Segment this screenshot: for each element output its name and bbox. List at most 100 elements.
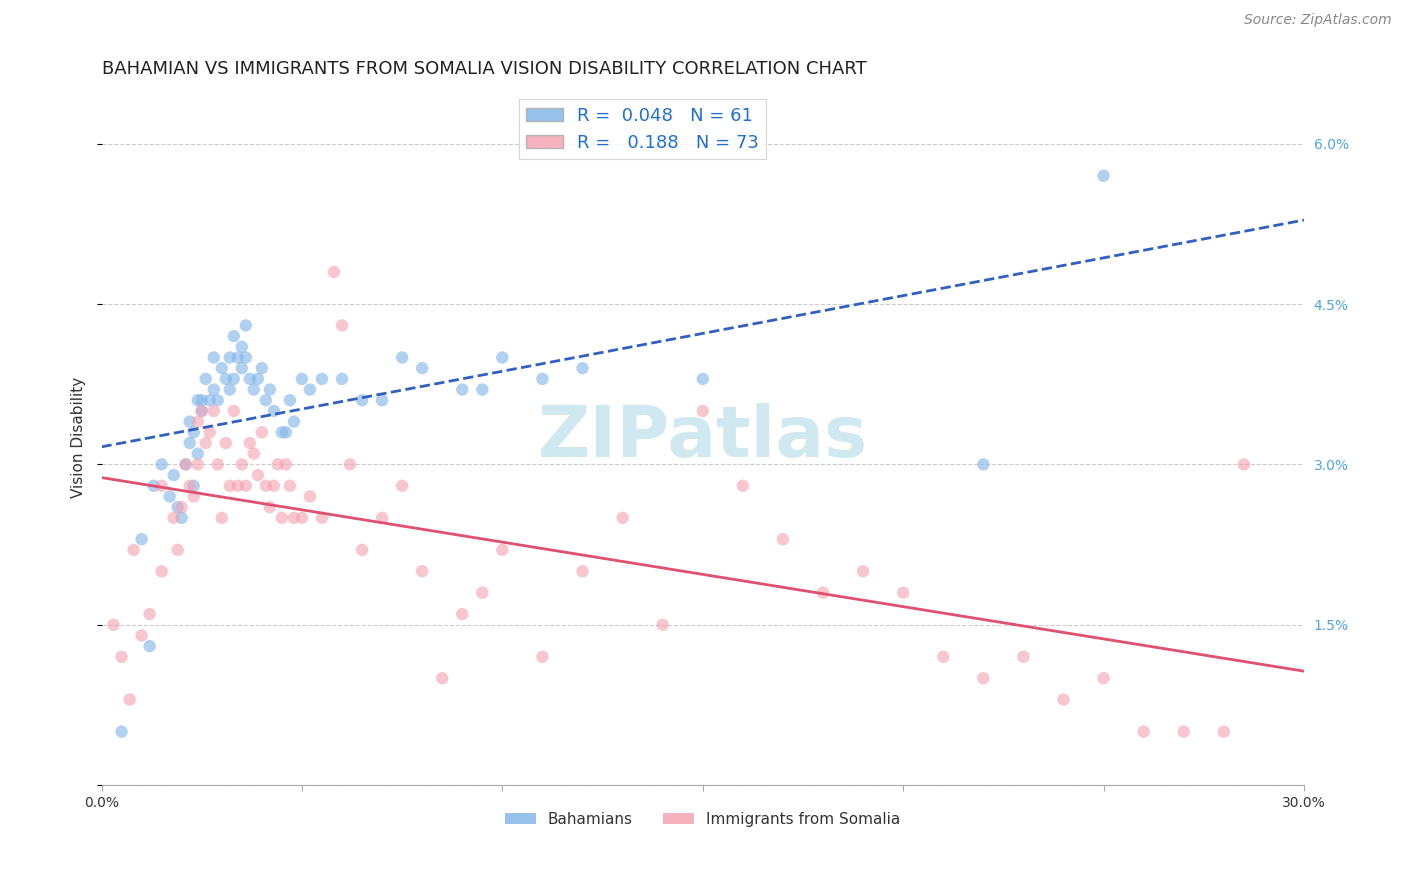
Point — [391, 351, 413, 365]
Point — [183, 425, 205, 440]
Point — [692, 404, 714, 418]
Point — [270, 425, 292, 440]
Point — [1092, 671, 1115, 685]
Point — [254, 479, 277, 493]
Point — [163, 511, 186, 525]
Point — [263, 479, 285, 493]
Point — [270, 511, 292, 525]
Point — [103, 617, 125, 632]
Point — [166, 543, 188, 558]
Point — [411, 564, 433, 578]
Point — [1132, 724, 1154, 739]
Point — [254, 393, 277, 408]
Point — [651, 617, 673, 632]
Point — [159, 490, 181, 504]
Point — [183, 479, 205, 493]
Point — [267, 458, 290, 472]
Point — [411, 361, 433, 376]
Point — [432, 671, 454, 685]
Point — [330, 318, 353, 333]
Point — [231, 458, 253, 472]
Point — [451, 607, 474, 621]
Point — [131, 628, 153, 642]
Point — [1052, 692, 1074, 706]
Point — [211, 361, 233, 376]
Point — [298, 383, 321, 397]
Point — [215, 372, 238, 386]
Text: Source: ZipAtlas.com: Source: ZipAtlas.com — [1244, 13, 1392, 28]
Point — [170, 500, 193, 515]
Point — [239, 372, 262, 386]
Point — [371, 511, 394, 525]
Point — [772, 533, 794, 547]
Point — [274, 425, 297, 440]
Point — [250, 425, 273, 440]
Point — [972, 671, 994, 685]
Point — [235, 351, 257, 365]
Point — [246, 468, 269, 483]
Point — [491, 543, 513, 558]
Point — [811, 585, 834, 599]
Point — [163, 468, 186, 483]
Point — [571, 361, 593, 376]
Point — [250, 361, 273, 376]
Point — [110, 724, 132, 739]
Y-axis label: Vision Disability: Vision Disability — [72, 377, 86, 499]
Point — [278, 479, 301, 493]
Point — [218, 479, 240, 493]
Point — [122, 543, 145, 558]
Point — [222, 372, 245, 386]
Point — [891, 585, 914, 599]
Point — [150, 458, 173, 472]
Point — [166, 500, 188, 515]
Point — [311, 372, 333, 386]
Text: ZIPatlas: ZIPatlas — [537, 403, 868, 472]
Point — [187, 447, 209, 461]
Point — [1233, 458, 1256, 472]
Point — [211, 511, 233, 525]
Point — [187, 415, 209, 429]
Point — [207, 458, 229, 472]
Point — [218, 383, 240, 397]
Point — [202, 383, 225, 397]
Point — [202, 404, 225, 418]
Point — [198, 393, 221, 408]
Point — [531, 372, 554, 386]
Point — [207, 393, 229, 408]
Point — [571, 564, 593, 578]
Text: BAHAMIAN VS IMMIGRANTS FROM SOMALIA VISION DISABILITY CORRELATION CHART: BAHAMIAN VS IMMIGRANTS FROM SOMALIA VISI… — [101, 60, 866, 78]
Point — [471, 585, 494, 599]
Point — [170, 511, 193, 525]
Point — [1212, 724, 1234, 739]
Point — [183, 490, 205, 504]
Point — [190, 404, 212, 418]
Point — [283, 415, 305, 429]
Point — [612, 511, 634, 525]
Point — [231, 361, 253, 376]
Point — [972, 458, 994, 472]
Point — [222, 404, 245, 418]
Point — [226, 351, 249, 365]
Point — [235, 479, 257, 493]
Point — [174, 458, 197, 472]
Point — [298, 490, 321, 504]
Point — [246, 372, 269, 386]
Point — [118, 692, 141, 706]
Point — [371, 393, 394, 408]
Point — [1012, 649, 1035, 664]
Point — [138, 607, 160, 621]
Point — [692, 372, 714, 386]
Point — [142, 479, 165, 493]
Point — [352, 393, 374, 408]
Point — [1173, 724, 1195, 739]
Point — [179, 415, 201, 429]
Point — [110, 649, 132, 664]
Point — [150, 479, 173, 493]
Point — [291, 372, 314, 386]
Point — [190, 404, 212, 418]
Point — [131, 533, 153, 547]
Point — [1092, 169, 1115, 183]
Point — [263, 404, 285, 418]
Point — [451, 383, 474, 397]
Point — [352, 543, 374, 558]
